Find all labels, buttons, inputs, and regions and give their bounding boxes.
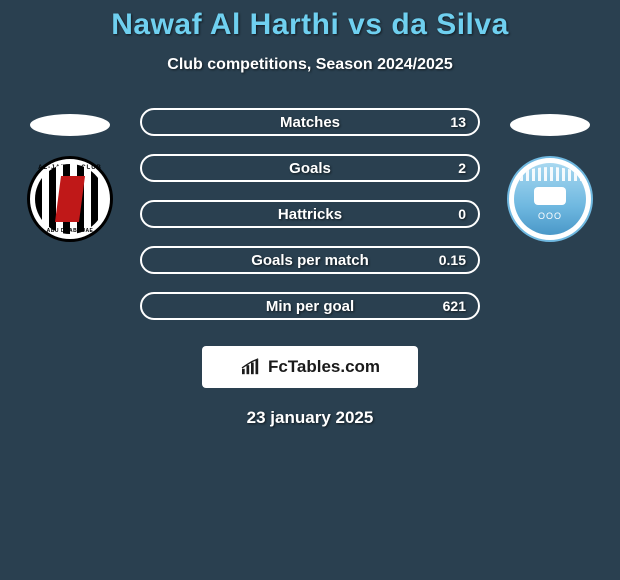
stat-value-right: 2 [458, 160, 466, 176]
player-left-silhouette [30, 114, 110, 136]
stat-label: Goals per match [251, 252, 369, 269]
branding-badge: FcTables.com [202, 346, 418, 388]
stat-rows: Matches 13 Goals 2 Hattricks 0 Goals per… [140, 108, 480, 338]
club-left-accent [55, 176, 85, 222]
club-right-inner: OOO [514, 163, 586, 235]
stat-value-right: 13 [450, 114, 466, 130]
bar-chart-icon [240, 358, 262, 376]
stat-value-right: 0.15 [439, 252, 466, 268]
stat-label: Matches [280, 114, 340, 131]
stat-row-hattricks: Hattricks 0 [140, 200, 480, 228]
footer-date: 23 january 2025 [0, 408, 620, 428]
page-subtitle: Club competitions, Season 2024/2025 [0, 56, 620, 74]
stat-row-goals-per-match: Goals per match 0.15 [140, 246, 480, 274]
stat-label: Min per goal [266, 298, 354, 315]
club-left-text-bottom: ABU DHABI-UAE [30, 228, 110, 234]
branding-text: FcTables.com [268, 357, 380, 377]
club-right-rays [514, 167, 586, 181]
stat-value-right: 0 [458, 206, 466, 222]
stat-label: Hattricks [278, 206, 342, 223]
club-badge-left: AL-JAZIRA CLUB ABU DHABI-UAE [27, 156, 113, 242]
club-left-stripes [35, 164, 105, 234]
comparison-body: AL-JAZIRA CLUB ABU DHABI-UAE OOO Matches [0, 114, 620, 334]
stat-label: Goals [289, 160, 331, 177]
player-right-silhouette [510, 114, 590, 136]
club-right-center [534, 187, 566, 205]
stat-row-goals: Goals 2 [140, 154, 480, 182]
stat-row-min-per-goal: Min per goal 621 [140, 292, 480, 320]
club-right-rings: OOO [538, 211, 562, 221]
player-left-slot: AL-JAZIRA CLUB ABU DHABI-UAE [20, 114, 120, 242]
page-title: Nawaf Al Harthi vs da Silva [0, 8, 620, 42]
player-right-slot: OOO [500, 114, 600, 242]
club-badge-right: OOO [507, 156, 593, 242]
stat-value-right: 621 [443, 298, 466, 314]
comparison-card: Nawaf Al Harthi vs da Silva Club competi… [0, 0, 620, 428]
stat-row-matches: Matches 13 [140, 108, 480, 136]
